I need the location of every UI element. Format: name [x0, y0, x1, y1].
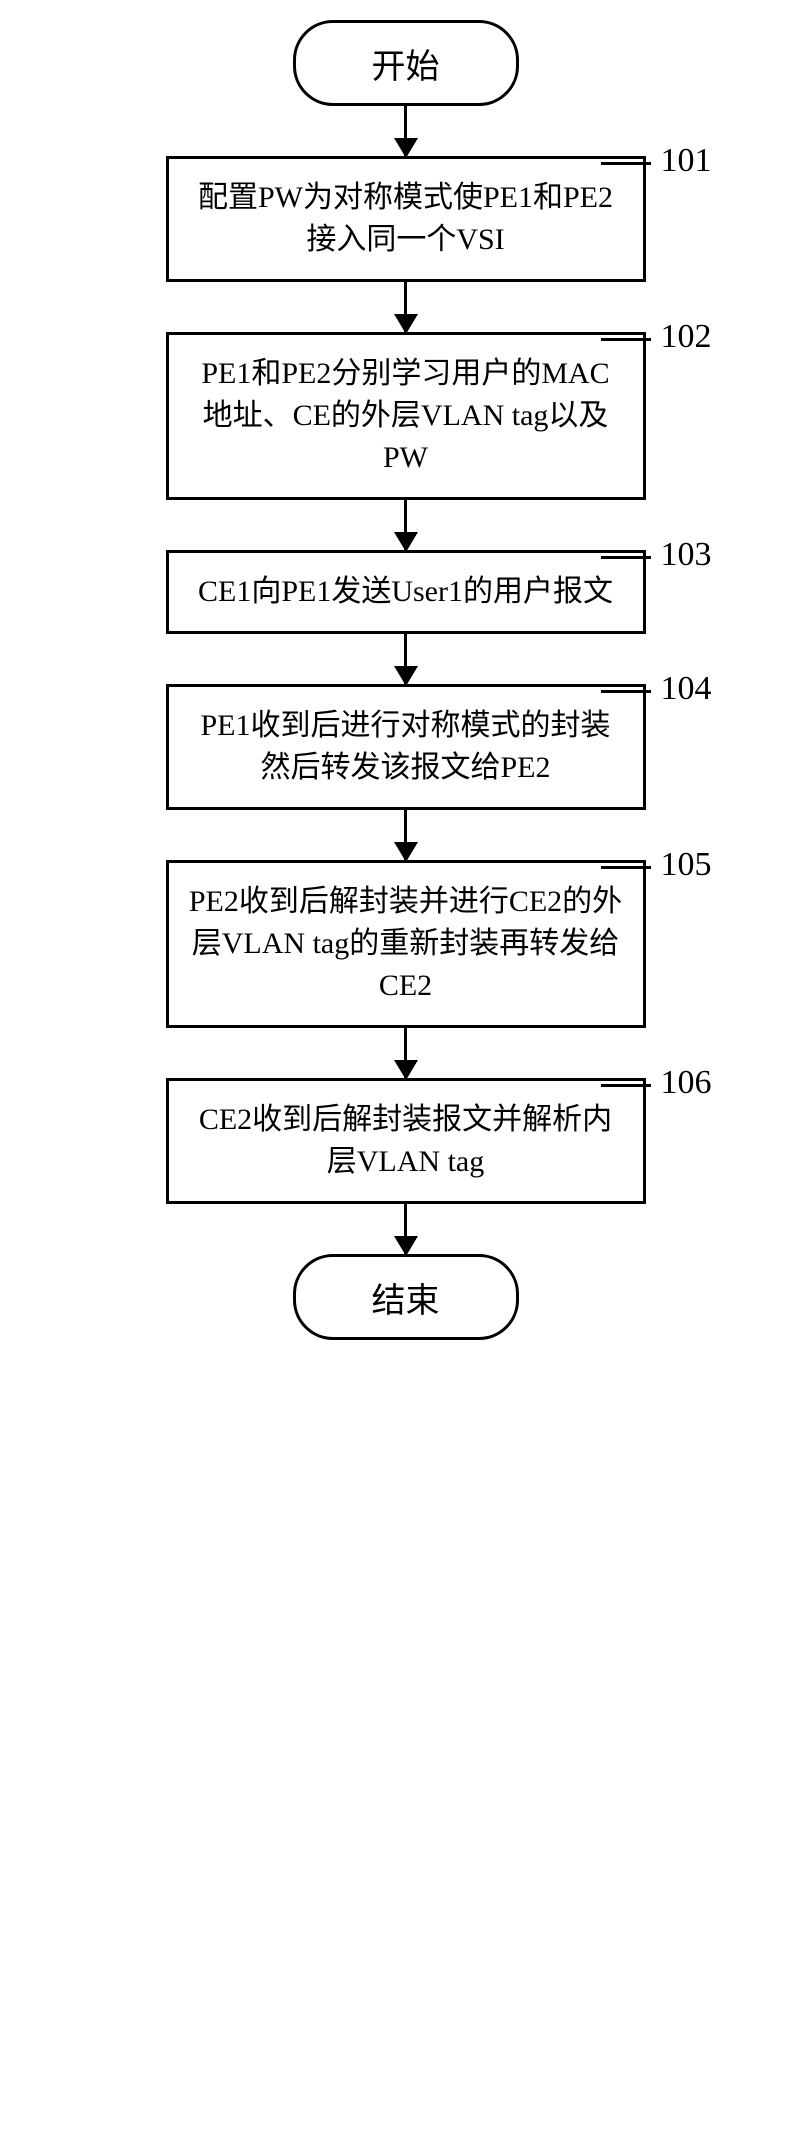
end-label: 结束 — [372, 1273, 440, 1322]
label-connector — [601, 1084, 651, 1087]
step-row-1: 101 配置PW为对称模式使PE1和PE2接入同一个VSI — [21, 156, 791, 282]
process-box: PE1收到后进行对称模式的封装然后转发该报文给PE2 — [166, 684, 646, 810]
label-connector — [601, 866, 651, 869]
arrow — [404, 634, 407, 684]
process-box: CE1向PE1发送User1的用户报文 — [166, 550, 646, 634]
step-number: 105 — [661, 846, 712, 884]
label-connector — [601, 690, 651, 693]
arrow — [404, 500, 407, 550]
flowchart-container: 开始 101 配置PW为对称模式使PE1和PE2接入同一个VSI 102 PE1… — [21, 20, 791, 1340]
step-row-4: 104 PE1收到后进行对称模式的封装然后转发该报文给PE2 — [21, 684, 791, 810]
step-row-3: 103 CE1向PE1发送User1的用户报文 — [21, 550, 791, 634]
step-number: 101 — [661, 142, 712, 180]
step-number: 106 — [661, 1064, 712, 1102]
arrow — [404, 282, 407, 332]
start-terminator: 开始 — [293, 20, 519, 106]
process-box: CE2收到后解封装报文并解析内层VLAN tag — [166, 1078, 646, 1204]
step-number: 102 — [661, 318, 712, 356]
process-text: CE2收到后解封装报文并解析内层VLAN tag — [199, 1103, 612, 1178]
process-text: PE1和PE2分别学习用户的MAC地址、CE的外层VLAN tag以及PW — [201, 357, 609, 474]
process-text: PE2收到后解封装并进行CE2的外层VLAN tag的重新封装再转发给CE2 — [189, 885, 622, 1002]
arrow — [404, 106, 407, 156]
process-text: 配置PW为对称模式使PE1和PE2接入同一个VSI — [198, 181, 613, 256]
process-text: PE1收到后进行对称模式的封装然后转发该报文给PE2 — [200, 709, 610, 784]
step-row-5: 105 PE2收到后解封装并进行CE2的外层VLAN tag的重新封装再转发给C… — [21, 860, 791, 1028]
label-connector — [601, 556, 651, 559]
step-number: 104 — [661, 670, 712, 708]
process-box: PE1和PE2分别学习用户的MAC地址、CE的外层VLAN tag以及PW — [166, 332, 646, 500]
start-label: 开始 — [372, 39, 440, 88]
arrow — [404, 810, 407, 860]
arrow — [404, 1028, 407, 1078]
label-connector — [601, 162, 651, 165]
process-box: 配置PW为对称模式使PE1和PE2接入同一个VSI — [166, 156, 646, 282]
process-text: CE1向PE1发送User1的用户报文 — [198, 575, 613, 608]
arrow — [404, 1204, 407, 1254]
process-box: PE2收到后解封装并进行CE2的外层VLAN tag的重新封装再转发给CE2 — [166, 860, 646, 1028]
step-row-6: 106 CE2收到后解封装报文并解析内层VLAN tag — [21, 1078, 791, 1204]
step-number: 103 — [661, 536, 712, 574]
label-connector — [601, 338, 651, 341]
end-terminator: 结束 — [293, 1254, 519, 1340]
step-row-2: 102 PE1和PE2分别学习用户的MAC地址、CE的外层VLAN tag以及P… — [21, 332, 791, 500]
